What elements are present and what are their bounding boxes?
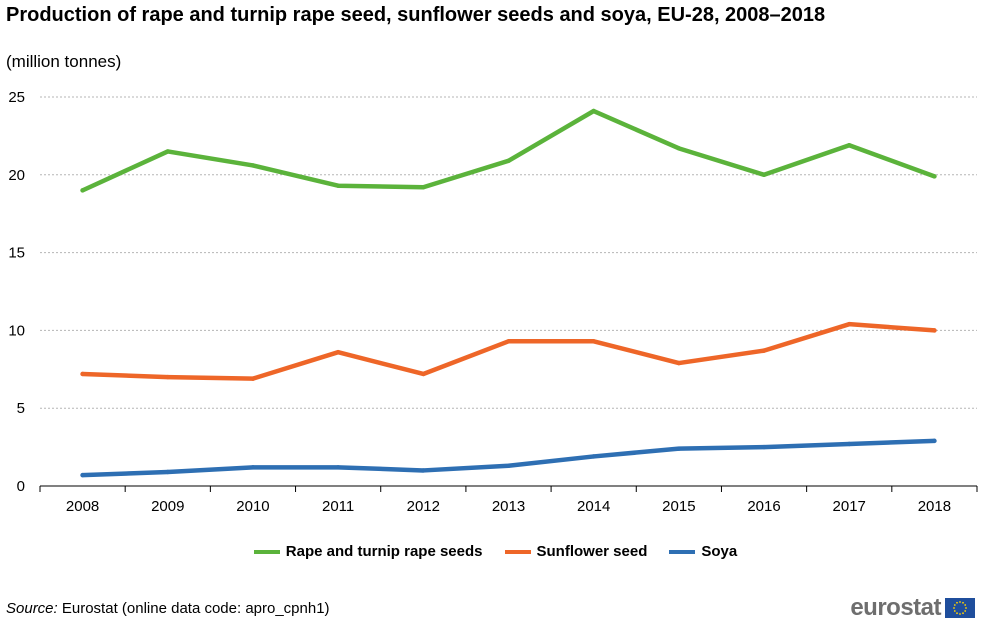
data-point-rape-and-turnip-rape-seeds xyxy=(335,183,341,188)
data-point-sunflower-seed xyxy=(761,348,767,353)
x-tick-label: 2017 xyxy=(833,498,866,515)
series-line-rape-and-turnip-rape-seeds xyxy=(80,108,937,193)
data-point-rape-and-turnip-rape-seeds xyxy=(676,146,682,151)
data-point-sunflower-seed xyxy=(421,371,426,377)
series-line-sunflower-seed xyxy=(80,321,937,381)
legend-swatch-sunflower xyxy=(504,549,531,554)
source-note: Source: Eurostat (online data code: apro… xyxy=(6,600,330,617)
x-tick-label: 2013 xyxy=(492,498,525,515)
y-tick-label: 0 xyxy=(17,478,25,495)
x-tick-label: 2009 xyxy=(151,498,184,515)
data-point-soya xyxy=(335,465,341,470)
data-point-soya xyxy=(250,465,256,470)
data-point-sunflower-seed xyxy=(250,376,256,381)
legend-label-sunflower: Sunflower seed xyxy=(536,543,648,560)
data-point-rape-and-turnip-rape-seeds xyxy=(847,143,852,148)
data-point-rape-and-turnip-rape-seeds xyxy=(250,163,256,168)
legend-item-sunflower: Sunflower seed xyxy=(504,543,648,560)
data-point-sunflower-seed xyxy=(80,371,85,377)
data-point-soya xyxy=(421,468,426,473)
x-tick-label: 2011 xyxy=(322,498,354,515)
legend-item-soya: Soya xyxy=(669,543,737,560)
legend-item-rape: Rape and turnip rape seeds xyxy=(253,543,483,560)
source-label: Source: xyxy=(6,600,58,617)
chart-title: Production of rape and turnip rape seed,… xyxy=(6,4,826,26)
y-tick-label: 15 xyxy=(8,245,25,262)
chart-subtitle: (million tonnes) xyxy=(6,52,122,71)
x-tick-label: 2018 xyxy=(918,498,951,515)
data-point-sunflower-seed xyxy=(506,339,511,344)
data-point-rape-and-turnip-rape-seeds xyxy=(165,149,170,154)
data-point-soya xyxy=(165,469,170,475)
data-point-sunflower-seed xyxy=(676,360,682,366)
x-tick-label: 2010 xyxy=(236,498,269,515)
x-tick-label: 2012 xyxy=(407,498,440,515)
data-point-sunflower-seed xyxy=(932,328,937,333)
logo-text: eurostat xyxy=(850,594,941,621)
data-point-rape-and-turnip-rape-seeds xyxy=(80,188,85,193)
data-point-soya xyxy=(80,472,85,478)
data-point-sunflower-seed xyxy=(591,339,596,344)
legend-swatch-rape xyxy=(253,549,280,554)
data-point-rape-and-turnip-rape-seeds xyxy=(591,108,596,114)
data-point-soya xyxy=(761,444,767,450)
data-point-rape-and-turnip-rape-seeds xyxy=(506,158,511,163)
eu-flag-icon xyxy=(945,598,975,618)
legend-swatch-soya xyxy=(669,549,696,554)
data-point-rape-and-turnip-rape-seeds xyxy=(932,174,937,179)
legend-label-rape: Rape and turnip rape seeds xyxy=(285,543,483,560)
x-tick-label: 2008 xyxy=(66,498,99,515)
y-tick-label: 25 xyxy=(8,89,25,106)
data-point-soya xyxy=(506,463,511,468)
x-tick-label: 2015 xyxy=(662,498,695,515)
data-point-sunflower-seed xyxy=(335,349,341,355)
data-point-sunflower-seed xyxy=(165,374,170,380)
legend-label-soya: Soya xyxy=(701,543,738,560)
x-tick-label: 2016 xyxy=(747,498,780,515)
data-point-rape-and-turnip-rape-seeds xyxy=(421,185,426,190)
eurostat-logo: eurostat xyxy=(850,594,975,622)
y-tick-label: 20 xyxy=(8,167,25,184)
data-point-soya xyxy=(676,446,682,451)
y-tick-label: 10 xyxy=(8,322,25,339)
series-line-soya xyxy=(80,438,937,478)
data-point-sunflower-seed xyxy=(847,321,852,327)
source-text: Eurostat (online data code: apro_cpnh1) xyxy=(57,600,330,617)
x-tick-label: 2014 xyxy=(577,498,610,515)
y-tick-label: 5 xyxy=(17,400,25,417)
data-point-soya xyxy=(847,441,852,447)
data-point-soya xyxy=(591,454,596,459)
data-point-rape-and-turnip-rape-seeds xyxy=(761,172,767,177)
data-point-soya xyxy=(932,438,937,444)
chart-legend: Rape and turnip rape seeds Sunflower see… xyxy=(0,543,991,560)
line-chart: 0 5 10 15 20 25 2008 2009 2010 2011 2012 2013 2014 20… xyxy=(8,89,978,515)
